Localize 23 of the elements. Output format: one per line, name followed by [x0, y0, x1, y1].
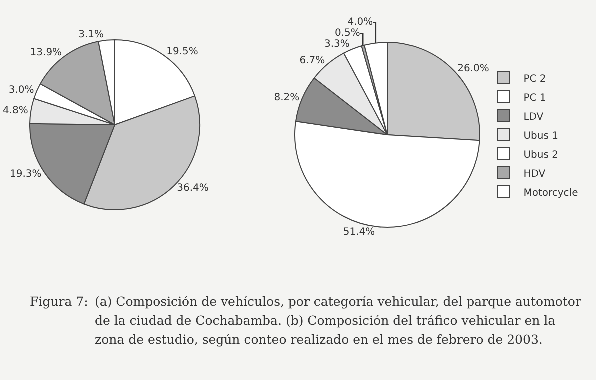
data-label: 51.4% — [343, 226, 376, 238]
data-label: 6.7% — [300, 56, 326, 67]
legend-label: Ubus 2 — [524, 150, 558, 161]
data-label: 8.2% — [274, 92, 300, 104]
data-label: 13.9% — [30, 47, 62, 58]
legend-label: PC 2 — [524, 74, 546, 85]
data-label: 36.4% — [177, 183, 209, 194]
data-label: 3.1% — [78, 29, 104, 40]
data-label: 19.5% — [166, 46, 198, 58]
legend-label: Motorcycle — [524, 188, 578, 199]
text: Figura 7: — [30, 293, 90, 311]
data-label: 0.5% — [334, 28, 360, 40]
data-label: 19.3% — [10, 168, 42, 180]
data-label: 4.8% — [2, 106, 28, 117]
legend-label: LDV — [524, 112, 544, 123]
legend-label: Ubus 1 — [524, 130, 558, 142]
data-label: 4.0% — [348, 17, 374, 28]
data-label: 3.0% — [8, 84, 34, 96]
legend-label: HDV — [524, 168, 546, 180]
text: (a) Composición de vehículos, por categoría vehicular, del parque automotor de la ciudad de Cochabamba. (b) Composición del tráfico vehicular en la zona de estudio, según conteo realizado en el mes de febrero de 2003. — [95, 293, 582, 349]
legend-label: PC 1 — [524, 92, 546, 104]
data-label: 26.0% — [458, 64, 490, 75]
data-label: 3.3% — [324, 39, 350, 50]
